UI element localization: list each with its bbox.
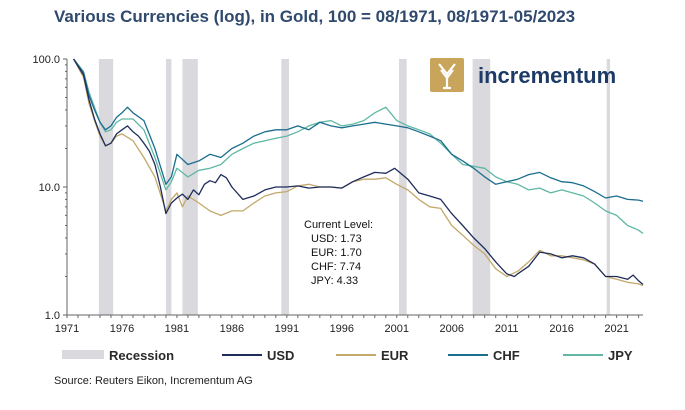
current-level-annotation: Current Level: USD: 1.73 EUR: 1.70 CHF: … [304,219,373,287]
recession-band [98,59,114,315]
legend-label-recession: Recession [109,348,174,363]
y-tick-label: 10.0 [39,182,60,194]
x-tick-label: 1981 [165,323,189,335]
x-tick-label: 2011 [495,323,519,335]
annotation-jpy: JPY: 4.33 [311,275,358,287]
legend-label-jpy: JPY [608,348,633,363]
annotation-usd: USD: 1.73 [311,233,362,245]
recession-band [165,59,172,315]
legend-swatch-recession [62,350,104,359]
x-tick-label: 2021 [604,323,628,335]
legend-label-chf: CHF [493,348,520,363]
chart-title: Various Currencies (log), in Gold, 100 =… [54,7,576,26]
logo-text: incrementum [478,63,616,88]
x-tick-label: 2006 [439,323,463,335]
x-tick-label: 1971 [55,323,79,335]
legend-label-eur: EUR [381,348,409,363]
x-tick-label: 1991 [275,323,299,335]
x-tick-label: 1986 [220,323,244,335]
x-tick-label: 2001 [385,323,409,335]
series-line-jpy [73,58,644,235]
recession-band [606,59,611,315]
recession-band [182,59,198,315]
x-tick-label: 1976 [110,323,134,335]
y-tick-label: 1.0 [45,310,60,322]
logo-tree-mark [438,63,456,90]
y-tick-label: 100.0 [32,54,60,66]
annotation-header: Current Level: [304,219,373,231]
chart-axes: 1.0 10.0 100.0 1971 1976 1981 1986 1991 1996 2001… [32,54,643,335]
incrementum-logo: incrementum [430,58,616,92]
series-line-chf [73,58,644,202]
x-tick-label: 1996 [330,323,354,335]
series-line-usd [73,58,644,285]
annotation-eur: EUR: 1.70 [311,247,362,259]
series-lines [73,58,644,287]
x-tick-label: 2016 [549,323,573,335]
chart-legend: Recession USD EUR CHF JPY [62,348,633,363]
legend-label-usd: USD [267,348,294,363]
recession-band [472,59,491,315]
annotation-chf: CHF: 7.74 [311,261,361,273]
source-note: Source: Reuters Eikon, Incrementum AG [54,375,253,387]
